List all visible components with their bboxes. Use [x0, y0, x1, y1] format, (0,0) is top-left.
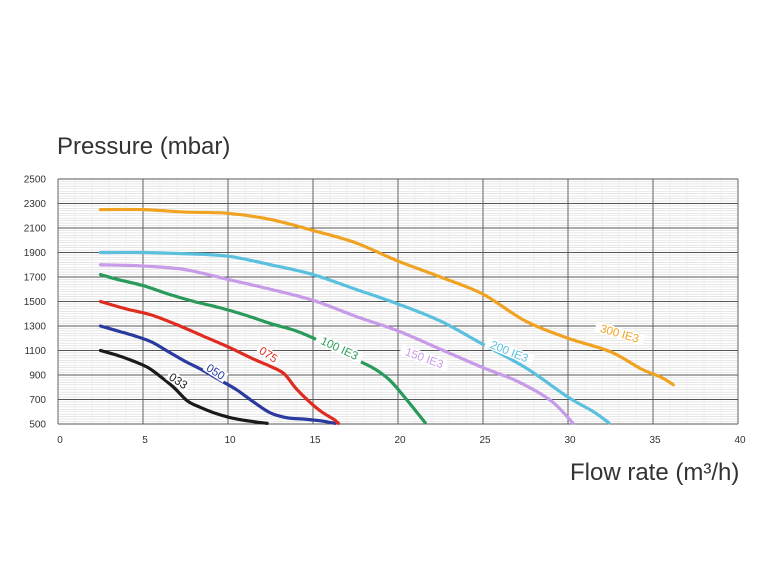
series-label-backing: [255, 343, 282, 366]
series-label-text: 100 IE3: [319, 335, 360, 363]
series-line-075: [98, 299, 341, 425]
series-line-300-ie3: [98, 207, 675, 387]
series-label-text: 300 IE3: [599, 323, 640, 345]
y-tick-label: 1100: [24, 346, 46, 357]
y-tick-label: 700: [29, 395, 46, 406]
series-label-075: 075: [255, 343, 282, 366]
series-label-backing: [165, 369, 192, 392]
y-tick-label: 1500: [24, 297, 47, 308]
series-line-150-ie3: [98, 263, 575, 425]
y-tick-label: 2300: [24, 199, 47, 210]
y-axis-title: Pressure (mbar): [57, 133, 231, 160]
series-label-backing: [594, 321, 646, 346]
y-tick-label: 2500: [24, 175, 47, 186]
x-axis-title: Flow rate (m³/h): [570, 459, 740, 486]
y-tick-label: 1300: [24, 322, 47, 333]
y-axis-ticks: 500 700 900 1100 1300 1500 1700 1900 2100 2300 250…: [24, 175, 47, 431]
x-tick-label: 15: [309, 435, 321, 446]
x-tick-label: 25: [479, 435, 491, 446]
x-axis-ticks: 0 5 10 15 20 25 30 35 40: [57, 435, 746, 446]
series-label-backing: [484, 336, 535, 366]
y-tick-label: 900: [29, 371, 46, 382]
series-line-033: [98, 348, 269, 425]
x-tick-label: 30: [564, 435, 576, 446]
y-tick-label: 500: [29, 420, 46, 431]
x-tick-label: 0: [57, 435, 63, 446]
y-tick-label: 1700: [24, 273, 47, 284]
x-tick-label: 5: [142, 435, 148, 446]
series-label-backing: [314, 332, 365, 364]
series-label-backing: [398, 344, 450, 372]
x-tick-label: 40: [734, 435, 746, 446]
series-label-050: 050: [202, 360, 229, 383]
series-line-100-ie3: [98, 272, 427, 425]
x-tick-label: 35: [649, 435, 661, 446]
x-tick-label: 10: [224, 435, 236, 446]
series-label-backing: [202, 360, 229, 383]
major-gridlines: [57, 178, 739, 425]
x-tick-label: 20: [394, 435, 406, 446]
series-line-200-ie3: [98, 250, 611, 425]
y-tick-label: 2100: [24, 224, 47, 235]
y-tick-label: 1900: [24, 248, 47, 259]
